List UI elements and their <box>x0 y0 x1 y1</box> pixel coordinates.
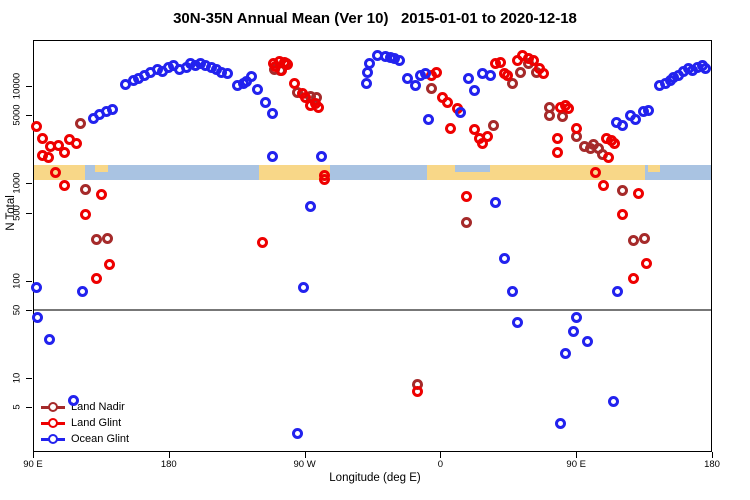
y-tick-label: 100 <box>11 272 23 289</box>
x-tick-mark <box>440 452 442 458</box>
y-tick-mark <box>26 309 32 311</box>
y-tick-mark <box>26 86 32 88</box>
y-tick-label: 50 <box>11 304 23 316</box>
x-tick-label: 90 E <box>566 459 586 470</box>
x-tick-mark <box>304 452 306 458</box>
x-tick-label: 0 <box>437 459 444 470</box>
y-tick-mark <box>26 115 32 117</box>
legend-item-land-nadir: Land Nadir <box>41 399 129 415</box>
x-tick-mark <box>33 452 34 458</box>
legend-item-land-glint: Land Glint <box>41 415 129 431</box>
legend: Land Nadir Land Glint Ocean Glint <box>41 399 129 447</box>
x-axis-title: Longitude (deg E) <box>329 472 421 484</box>
land-glint-marker-icon <box>41 417 65 429</box>
y-tick-mark <box>26 407 32 409</box>
y-tick-mark <box>26 280 32 282</box>
x-tick-label: 180 <box>704 459 720 470</box>
y-axis-title: N Total <box>5 195 17 231</box>
x-tick-mark <box>576 452 578 458</box>
y-tick-mark <box>26 183 32 185</box>
ocean-glint-marker-icon <box>41 433 65 445</box>
plot-frame <box>33 40 712 452</box>
x-tick-label: 90 E <box>23 459 43 470</box>
legend-label: Land Glint <box>71 417 122 429</box>
x-tick-label: 90 W <box>293 459 316 470</box>
legend-label: Ocean Glint <box>71 433 130 445</box>
land-nadir-marker-icon <box>41 401 65 413</box>
legend-label: Land Nadir <box>71 401 125 413</box>
legend-item-ocean-glint: Ocean Glint <box>41 431 129 447</box>
y-tick-mark <box>26 212 32 214</box>
y-tick-label: 10 <box>11 372 23 384</box>
y-tick-label: 10000 <box>11 72 23 100</box>
x-tick-label: 180 <box>160 459 177 470</box>
y-tick-mark <box>26 378 32 379</box>
y-tick-label: 5000 <box>11 104 23 126</box>
x-tick-mark <box>168 452 170 458</box>
y-tick-label: 5 <box>11 404 23 410</box>
x-tick-mark <box>712 452 713 458</box>
chart-title: 30N-35N Annual Mean (Ver 10) 2015-01-01 … <box>173 10 577 27</box>
